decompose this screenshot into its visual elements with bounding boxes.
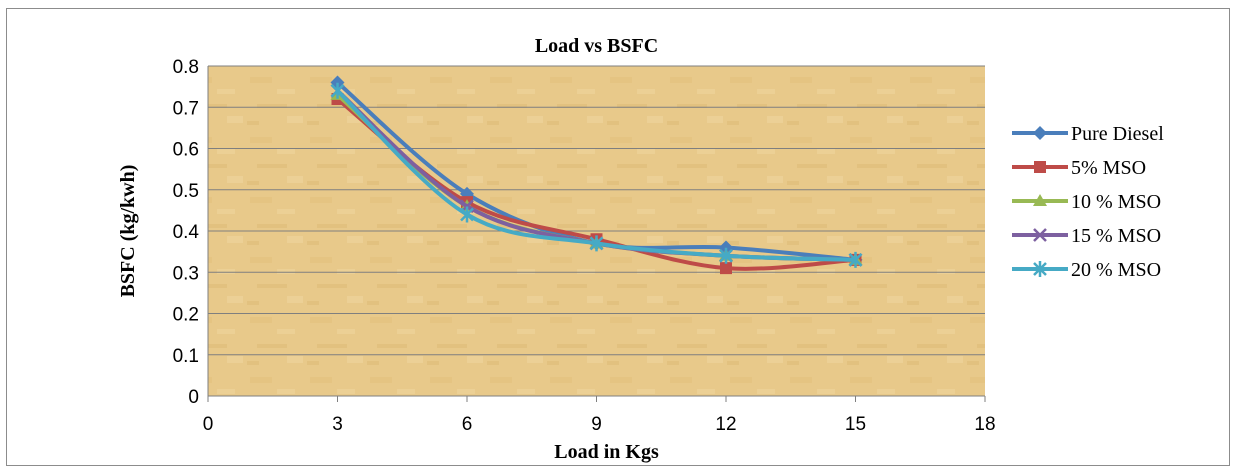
data-point [460,206,474,223]
y-axis-title: BSFC (kg/kwh) [117,165,139,298]
legend-marker [1033,261,1047,277]
x-tick-label: 9 [591,414,602,435]
legend-item: Pure Diesel [1012,123,1164,145]
gridlines [208,65,985,356]
legend-label: 15 % MSO [1071,225,1161,247]
y-tick-label: 0.3 [173,263,199,284]
y-tick-label: 0 [188,387,199,408]
data-point [848,251,863,268]
legend-label: Pure Diesel [1071,123,1164,145]
legend-marker [1033,126,1047,140]
x-tick-label: 6 [462,414,473,435]
legend: Pure Diesel 5% MSO 10 % MSO 15 % MSO 20 % MS… [1012,123,1164,281]
series-4 [330,82,863,268]
chart-title: Load vs BSFC [535,35,658,57]
legend-marker [1034,161,1046,173]
x-axis-title: Load in Kgs [554,441,659,463]
legend-item: 10 % MSO [1012,191,1161,213]
x-tick-label: 12 [715,414,736,435]
legend-label: 10 % MSO [1071,191,1161,213]
legend-label: 20 % MSO [1071,259,1161,281]
y-tick-label: 0.8 [173,57,199,78]
tick-labels: 0 0.1 0.2 0.3 0.4 0.5 0.6 0.7 0.8 0 3 6 9 12 15 18 [173,57,996,435]
y-tick-label: 0.4 [173,222,200,243]
x-tick-label: 0 [203,414,214,435]
y-tick-label: 0.7 [173,98,199,119]
legend-label: 5% MSO [1071,157,1146,179]
data-point [589,235,604,252]
x-tick-label: 15 [845,414,866,435]
legend-marker [1033,194,1047,206]
legend-marker [1033,228,1047,242]
y-tick-label: 0.1 [173,346,199,367]
legend-item: 20 % MSO [1012,259,1161,281]
axes [207,66,986,402]
chart-frame: 0 0.1 0.2 0.3 0.4 0.5 0.6 0.7 0.8 0 3 6 9 12 15 18 Load… [6,8,1230,466]
series-lines [330,75,863,275]
data-point [719,247,733,264]
chart-svg: 0 0.1 0.2 0.3 0.4 0.5 0.6 0.7 0.8 0 3 6 9 12 15 18 Load… [117,35,1164,463]
y-tick-label: 0.2 [173,305,199,326]
y-tick-label: 0.6 [173,140,199,161]
legend-item: 15 % MSO [1012,225,1161,247]
y-tick-label: 0.5 [173,181,199,202]
data-point [330,82,345,99]
x-tick-label: 18 [974,414,995,435]
legend-item: 5% MSO [1012,157,1146,179]
data-point [720,262,732,275]
x-tick-label: 3 [332,414,343,435]
